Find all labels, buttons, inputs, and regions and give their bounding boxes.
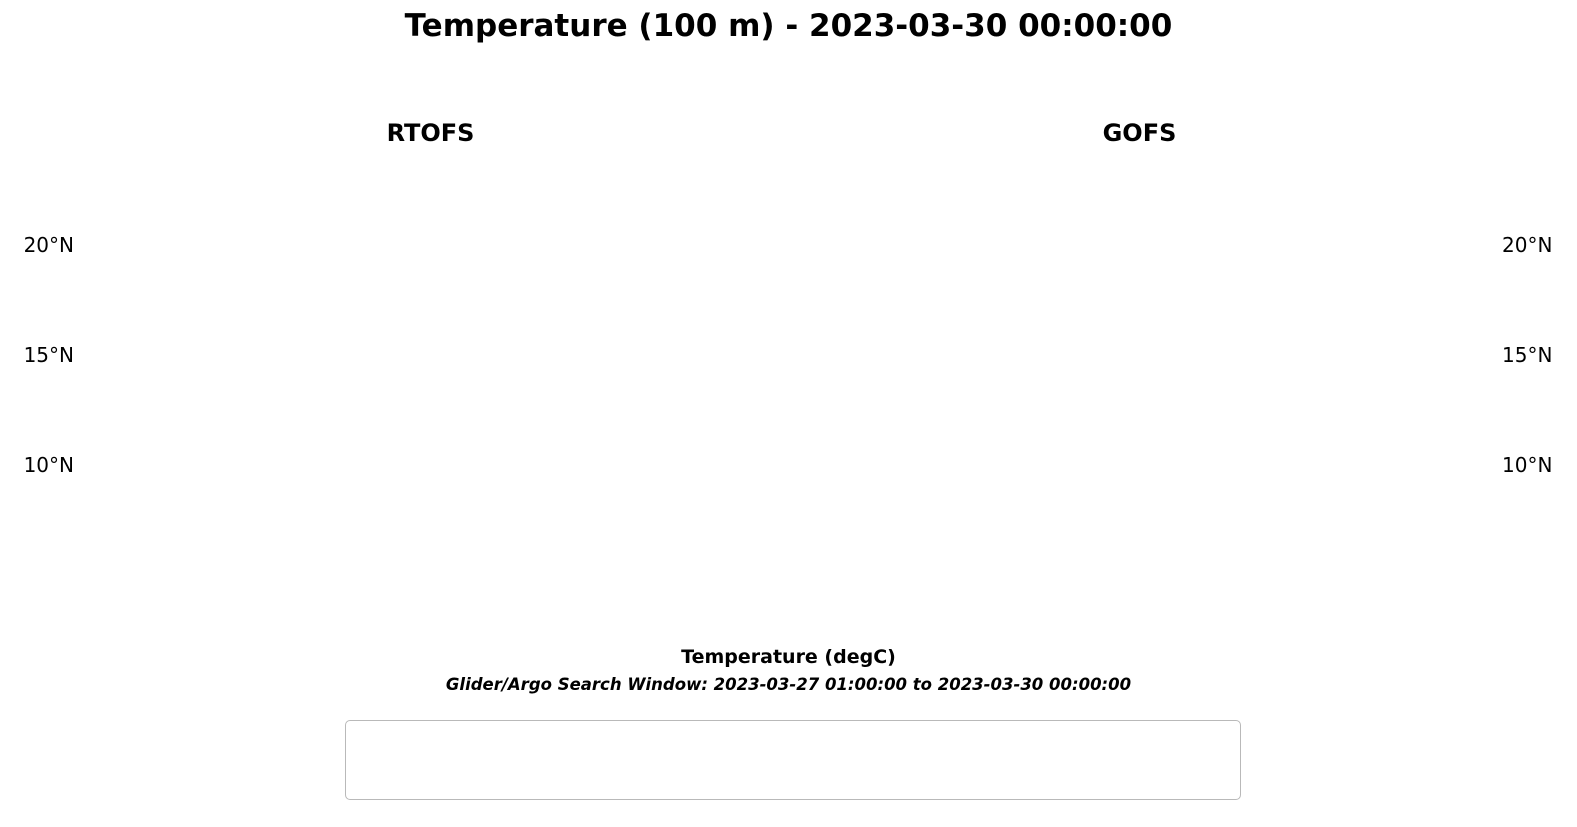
map-panel-rtofs [88,153,773,543]
lat-tick-15n-left: 15°N [23,343,74,367]
panel-title-gofs: GOFS [1102,119,1177,147]
lat-tick-20n-right: 20°N [1502,233,1553,257]
lat-tick-20n-left: 20°N [23,233,74,257]
platform-legend [345,720,1241,800]
map-panel-gofs [797,153,1482,543]
search-window-subtitle: Glider/Argo Search Window: 2023-03-27 01… [445,675,1132,694]
figure-title: Temperature (100 m) - 2023-03-30 00:00:0… [404,8,1173,44]
colorbar-label: Temperature (degC) [681,646,896,668]
lat-tick-15n-right: 15°N [1502,343,1553,367]
lat-tick-10n-left: 10°N [23,453,74,477]
lat-tick-10n-right: 10°N [1502,453,1553,477]
panel-title-rtofs: RTOFS [386,119,475,147]
